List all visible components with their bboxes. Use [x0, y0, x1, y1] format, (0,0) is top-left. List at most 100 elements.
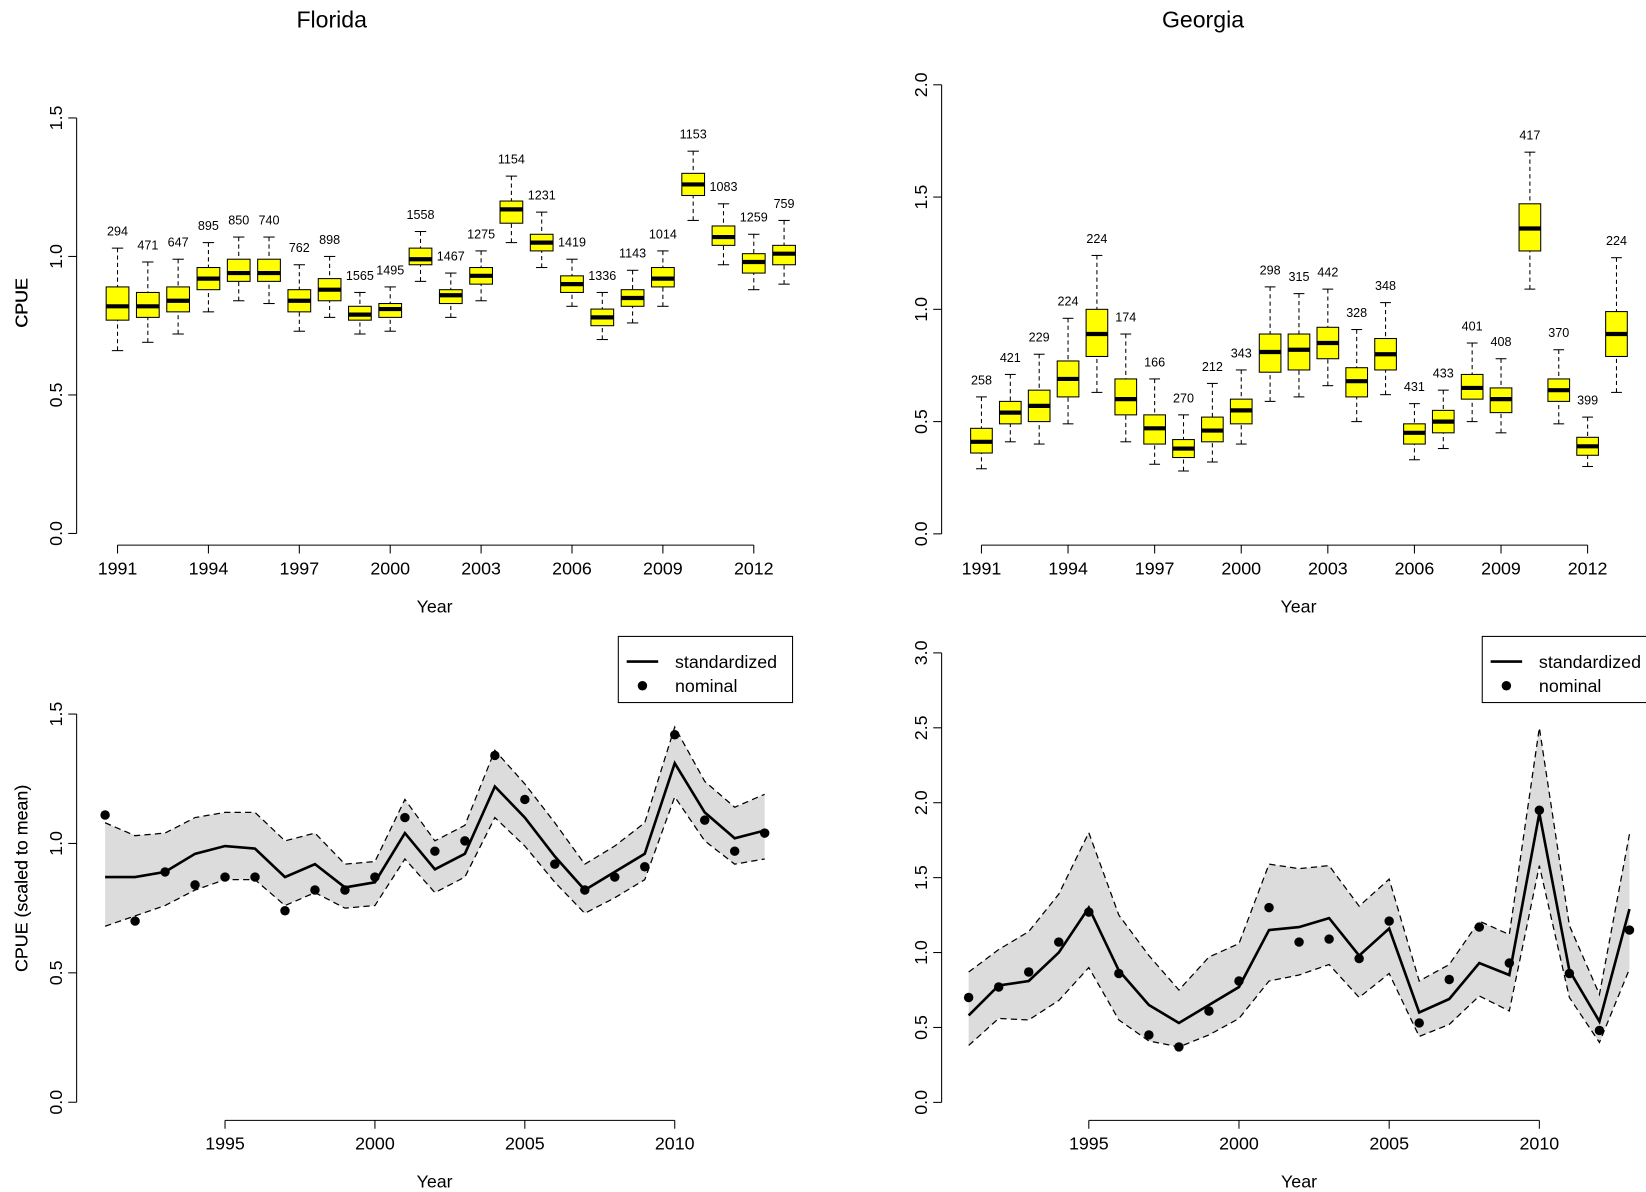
chart-title: Florida: [296, 7, 367, 33]
x-tick-label: 2003: [1308, 558, 1348, 578]
count-label: 850: [228, 213, 249, 227]
x-tick-label: 1994: [189, 558, 229, 578]
count-label: 315: [1288, 270, 1309, 284]
count-label: 370: [1548, 326, 1569, 340]
panel: Florida Year CPUE 294 471 647 895 850 740 762 898 1…: [11, 7, 796, 616]
nominal-point: [490, 750, 500, 761]
legend-label: standardized: [675, 652, 777, 672]
y-tick-label: 0.5: [46, 382, 66, 407]
count-label: 898: [319, 233, 340, 247]
count-label: 471: [137, 238, 158, 252]
nominal-point: [1324, 934, 1334, 944]
count-label: 298: [1260, 263, 1281, 277]
y-tick-label: 0.5: [911, 1015, 931, 1040]
nominal-point: [1444, 974, 1454, 985]
count-label: 421: [1000, 351, 1021, 365]
y-tick-label: 1.0: [911, 297, 931, 322]
nominal-point: [670, 730, 680, 740]
count-label: 431: [1404, 380, 1425, 394]
count-label: 433: [1433, 367, 1454, 381]
box: [1114, 378, 1138, 416]
count-label: 1558: [407, 208, 435, 222]
nominal-point: [1264, 902, 1274, 913]
nominal-point: [190, 880, 200, 890]
x-tick-label: 1997: [1135, 558, 1175, 578]
y-tick-label: 2.0: [911, 790, 931, 815]
nominal-point: [160, 867, 170, 877]
box: [105, 286, 130, 321]
y-tick-label: 1.5: [46, 105, 66, 130]
y-tick-label: 1.0: [46, 831, 66, 856]
x-tick-label: 1991: [98, 558, 138, 578]
nominal-point: [580, 885, 590, 895]
x-tick-label: 1995: [1069, 1134, 1109, 1154]
nominal-point: [1504, 958, 1515, 968]
count-label: 647: [168, 236, 189, 250]
nominal-point: [699, 815, 710, 825]
legend-point: [637, 681, 648, 691]
nominal-point: [520, 794, 530, 805]
x-tick-label: 2005: [1369, 1134, 1409, 1154]
nominal-point: [340, 885, 350, 895]
count-label: 762: [289, 241, 310, 255]
count-label: 294: [107, 225, 128, 239]
x-tick-label: 2005: [505, 1134, 545, 1154]
count-label: 166: [1144, 355, 1165, 369]
y-tick-label: 0.0: [46, 1090, 66, 1115]
count-label: 1231: [528, 189, 556, 203]
legend-label: nominal: [675, 676, 737, 696]
x-axis-label: Year: [417, 1172, 453, 1192]
x-axis-label: Year: [1281, 1172, 1317, 1192]
count-label: 408: [1491, 335, 1512, 349]
box: [226, 258, 251, 282]
nominal-point: [1024, 967, 1034, 977]
count-label: 399: [1577, 394, 1598, 408]
legend-label: nominal: [1539, 676, 1601, 696]
count-label: 224: [1058, 295, 1079, 309]
lower-bound-line: [968, 865, 1631, 1048]
lower-bound-line: [104, 795, 765, 927]
nominal-point: [640, 862, 650, 872]
x-tick-label: 1991: [962, 558, 1002, 578]
nominal-point: [1234, 976, 1244, 986]
count-label: 417: [1519, 129, 1540, 143]
count-label: 1154: [498, 153, 525, 167]
nominal-point: [250, 872, 260, 882]
y-tick-label: 0.5: [46, 960, 66, 985]
count-label: 1336: [588, 269, 616, 283]
y-tick-label: 0.0: [46, 521, 66, 546]
y-tick-label: 0.0: [911, 521, 931, 546]
x-tick-label: 2000: [1221, 558, 1261, 578]
x-tick-label: 2000: [355, 1134, 395, 1154]
y-axis-label: CPUE (scaled to mean): [11, 785, 31, 972]
x-tick-label: 1994: [1048, 558, 1088, 578]
y-axis-label: CPUE: [11, 278, 31, 328]
x-tick-label: 2000: [1219, 1134, 1259, 1154]
nominal-point: [963, 992, 974, 1003]
count-label: 442: [1317, 266, 1338, 280]
count-label: 1014: [649, 227, 677, 241]
count-label: 1083: [709, 180, 737, 194]
x-tick-label: 2003: [461, 558, 501, 578]
y-tick-label: 0.5: [911, 409, 931, 434]
x-tick-label: 2000: [370, 558, 410, 578]
legend-label: standardized: [1539, 652, 1641, 672]
count-label: 348: [1375, 279, 1396, 293]
count-label: 174: [1115, 310, 1136, 324]
x-tick-label: 1997: [279, 558, 319, 578]
legend-point: [1501, 681, 1512, 691]
nominal-point: [1114, 968, 1124, 979]
legend-box: [1481, 635, 1646, 704]
count-label: 1565: [346, 269, 374, 283]
count-label: 1495: [376, 263, 404, 277]
nominal-point: [130, 916, 140, 926]
y-tick-label: 1.5: [911, 865, 931, 890]
series-line: [105, 760, 766, 892]
y-tick-label: 2.0: [911, 72, 931, 97]
confidence-band: [968, 727, 1630, 1047]
chart-title: Georgia: [1162, 7, 1244, 33]
count-label: 740: [259, 213, 280, 227]
nominal-point: [400, 812, 410, 823]
y-axis-label: CPUE: [11, 278, 31, 328]
